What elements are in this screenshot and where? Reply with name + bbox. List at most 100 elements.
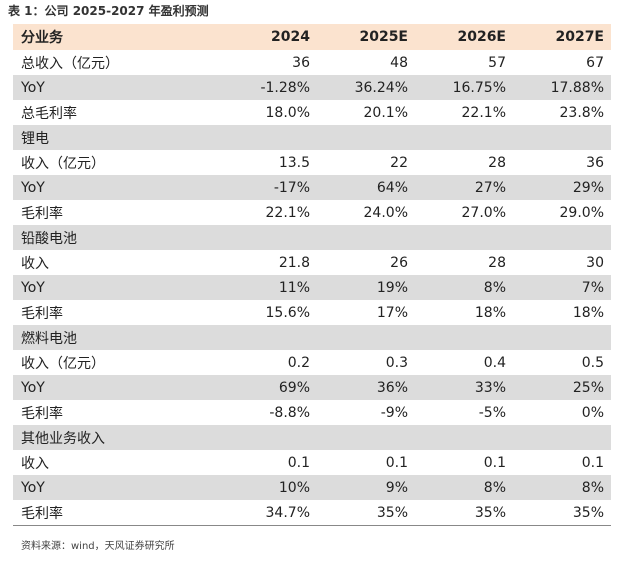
row-value: 0.1 xyxy=(287,454,310,471)
table-row: 燃料电池 xyxy=(13,325,611,350)
table-row: 收入（亿元） 13.5 22 28 36 xyxy=(13,150,611,175)
row-value: 34.7% xyxy=(265,504,310,521)
row-label: 收入（亿元） xyxy=(21,155,105,172)
row-label: YoY xyxy=(21,379,45,396)
row-value: 8% xyxy=(483,279,506,296)
forecast-table: 分业务 2024 2025E 2026E 2027E 总收入（亿元） 36 48 57… xyxy=(13,24,611,526)
table-row: 毛利率 22.1% 24.0% 27.0% 29.0% xyxy=(13,200,611,225)
row-value: 0.4 xyxy=(483,354,506,371)
table-row: 收入 0.1 0.1 0.1 0.1 xyxy=(13,450,611,475)
table-caption: 表 1：公司 2025-2027 年盈利预测 xyxy=(8,4,209,18)
row-value: 0.1 xyxy=(483,454,506,471)
header-cell-2027e: 2027E xyxy=(555,29,604,45)
row-value: 64% xyxy=(376,179,408,196)
row-value: 28 xyxy=(488,254,506,271)
row-value: 13.5 xyxy=(278,154,310,171)
row-value: 35% xyxy=(572,504,604,521)
row-value: 20.1% xyxy=(363,104,408,121)
row-value: 27% xyxy=(474,179,506,196)
row-label: 锂电 xyxy=(21,130,49,147)
row-value: 48 xyxy=(390,54,408,71)
table-row: 毛利率 34.7% 35% 35% 35% xyxy=(13,500,611,525)
row-value: 11% xyxy=(278,279,310,296)
row-value: -17% xyxy=(273,179,310,196)
row-value: 36% xyxy=(376,379,408,396)
row-value: 16.75% xyxy=(452,79,506,96)
table-row: YoY 10% 9% 8% 8% xyxy=(13,475,611,500)
row-label: 总毛利率 xyxy=(21,105,77,122)
row-value: 21.8 xyxy=(278,254,310,271)
table-header-row: 分业务 2024 2025E 2026E 2027E xyxy=(13,24,611,50)
header-cell-2026e: 2026E xyxy=(457,29,506,45)
table-body: 总收入（亿元） 36 48 57 67 YoY -1.28% 36.24% 16.75% 17.8… xyxy=(13,50,611,525)
row-label: 燃料电池 xyxy=(21,330,77,347)
row-value: 17.88% xyxy=(550,79,604,96)
row-value: 19% xyxy=(376,279,408,296)
row-value: -8.8% xyxy=(269,404,310,421)
row-value: 29.0% xyxy=(559,204,604,221)
table-row: 收入（亿元） 0.2 0.3 0.4 0.5 xyxy=(13,350,611,375)
row-label: 其他业务收入 xyxy=(21,430,105,447)
row-value: 0.3 xyxy=(385,354,408,371)
row-value: 22.1% xyxy=(265,204,310,221)
table-row: YoY 69% 36% 33% 25% xyxy=(13,375,611,400)
row-value: 22.1% xyxy=(461,104,506,121)
row-value: -5% xyxy=(478,404,506,421)
row-label: 收入 xyxy=(21,455,49,472)
row-value: 15.6% xyxy=(265,304,310,321)
table-row: 毛利率 -8.8% -9% -5% 0% xyxy=(13,400,611,425)
source-note: 资料来源：wind，天风证券研究所 xyxy=(21,541,175,552)
row-value: 0.2 xyxy=(287,354,310,371)
row-value: 18% xyxy=(474,304,506,321)
row-value: 23.8% xyxy=(559,104,604,121)
row-value: 17% xyxy=(376,304,408,321)
row-value: 35% xyxy=(474,504,506,521)
row-value: 8% xyxy=(483,479,506,496)
table-row: 毛利率 15.6% 17% 18% 18% xyxy=(13,300,611,325)
row-value: 10% xyxy=(278,479,310,496)
row-value: 18% xyxy=(572,304,604,321)
table-row: YoY -17% 64% 27% 29% xyxy=(13,175,611,200)
row-label: 总收入（亿元） xyxy=(21,55,119,72)
row-value: 57 xyxy=(488,54,506,71)
row-value: 29% xyxy=(572,179,604,196)
table-row: 总毛利率 18.0% 20.1% 22.1% 23.8% xyxy=(13,100,611,125)
row-value: 0.5 xyxy=(581,354,604,371)
row-value: 0.1 xyxy=(581,454,604,471)
row-value: 36.24% xyxy=(354,79,408,96)
row-value: 36 xyxy=(586,154,604,171)
row-label: YoY xyxy=(21,79,45,96)
table-row: 锂电 xyxy=(13,125,611,150)
table-row: YoY -1.28% 36.24% 16.75% 17.88% xyxy=(13,75,611,100)
row-label: 毛利率 xyxy=(21,205,63,222)
table-row: 铅酸电池 xyxy=(13,225,611,250)
table-row: 其他业务收入 xyxy=(13,425,611,450)
header-cell-2025e: 2025E xyxy=(359,29,408,45)
row-value: 8% xyxy=(581,479,604,496)
row-value: 36 xyxy=(292,54,310,71)
row-label: YoY xyxy=(21,179,45,196)
row-value: 7% xyxy=(581,279,604,296)
row-value: 22 xyxy=(390,154,408,171)
row-label: YoY xyxy=(21,479,45,496)
header-cell-2024: 2024 xyxy=(271,29,310,45)
row-label: YoY xyxy=(21,279,45,296)
header-cell-segment: 分业务 xyxy=(21,30,63,46)
row-label: 毛利率 xyxy=(21,305,63,322)
row-value: 0% xyxy=(581,404,604,421)
row-value: 9% xyxy=(385,479,408,496)
row-value: 35% xyxy=(376,504,408,521)
row-label: 收入（亿元） xyxy=(21,355,105,372)
row-value: 26 xyxy=(390,254,408,271)
row-value: -1.28% xyxy=(260,79,310,96)
row-label: 收入 xyxy=(21,255,49,272)
row-value: -9% xyxy=(380,404,408,421)
table-row: YoY 11% 19% 8% 7% xyxy=(13,275,611,300)
row-value: 24.0% xyxy=(363,204,408,221)
row-value: 69% xyxy=(278,379,310,396)
table-bottom-rule xyxy=(13,525,611,526)
row-value: 33% xyxy=(474,379,506,396)
row-value: 0.1 xyxy=(385,454,408,471)
row-value: 28 xyxy=(488,154,506,171)
row-label: 铅酸电池 xyxy=(21,230,77,247)
